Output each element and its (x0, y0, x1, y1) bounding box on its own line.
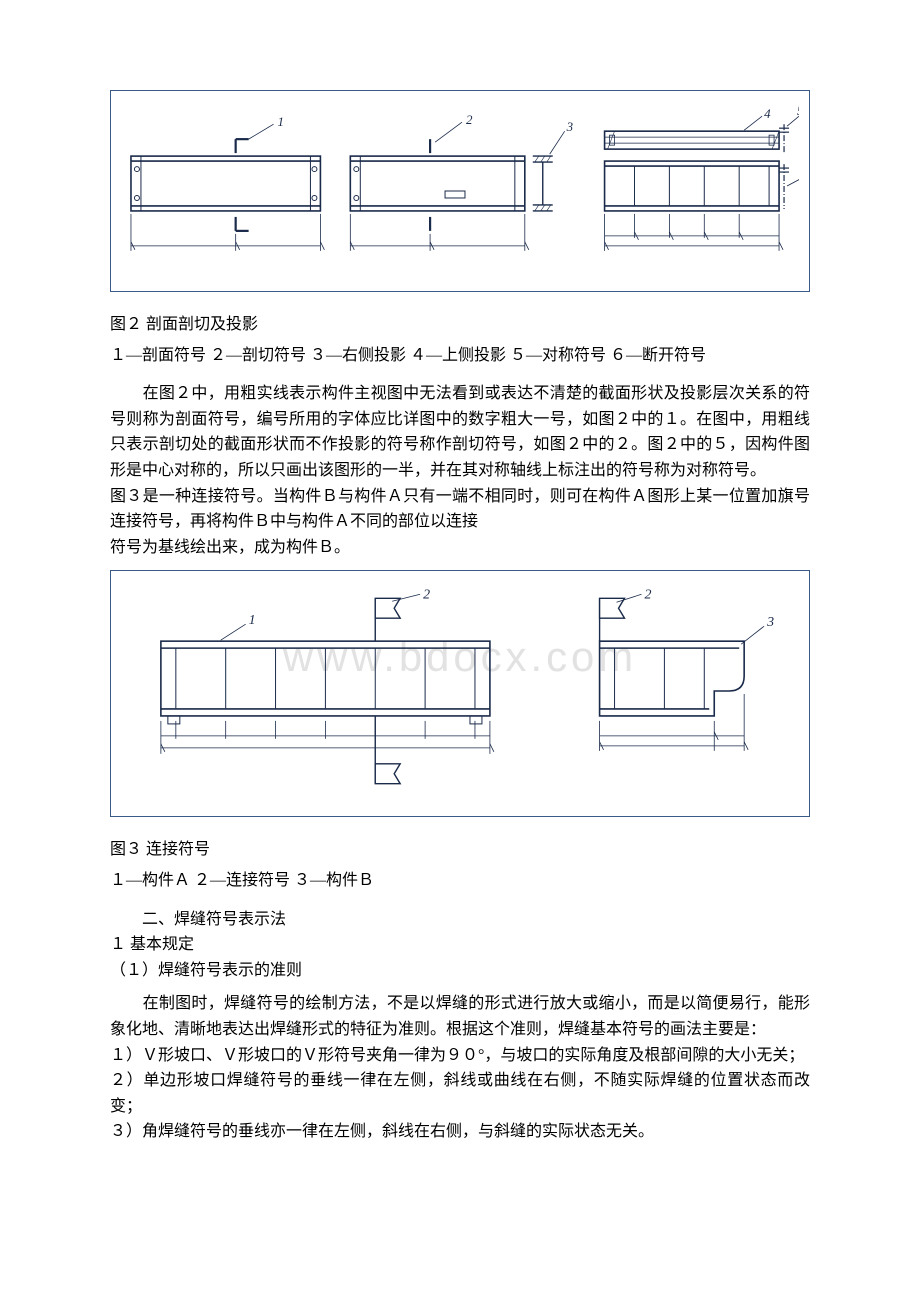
paragraph-6: ２）单边形坡口焊缝符号的垂线一律在左侧，斜线或曲线在右侧，不随实际焊缝的位置状态… (110, 1068, 810, 1119)
figure-3-legend: １—构件Ａ ２—连接符号 ３—构件Ｂ (110, 868, 810, 894)
figure-2-container: 1 (110, 90, 810, 292)
paragraph-7: ３）角焊缝符号的垂线亦一律在左侧，斜线在右侧，与斜缝的实际状态无关。 (110, 1119, 810, 1145)
figure-3-container: www.bdocx.com 1 (110, 570, 810, 817)
svg-text:5: 5 (797, 106, 799, 118)
svg-text:2: 2 (423, 588, 430, 603)
svg-text:4: 4 (764, 106, 771, 121)
section-2-item-1-1: （１）焊缝符号表示的准则 (110, 958, 810, 984)
section-2-title: 二、焊缝符号表示法 (110, 907, 810, 933)
svg-text:1: 1 (278, 114, 284, 129)
svg-text:2: 2 (466, 112, 473, 127)
svg-text:3: 3 (766, 616, 774, 631)
paragraph-3: 符号为基线绘出来，成为构件Ｂ。 (110, 535, 810, 561)
paragraph-4: 在制图时，焊缝符号的绘制方法，不是以焊缝的形式进行放大或缩小，而是以简便易行，能… (110, 991, 810, 1042)
paragraph-5: １）Ｖ形坡口、Ｖ形坡口的Ｖ形符号夹角一律为９０°，与坡口的实际角度及根部间隙的大… (110, 1043, 810, 1069)
svg-text:3: 3 (566, 119, 574, 134)
figure-2-svg: 1 (121, 106, 799, 276)
figure-2-title: 图２ 剖面剖切及投影 (110, 312, 810, 338)
watermark: www.bdocx.com (282, 633, 637, 680)
figure-3-svg: www.bdocx.com 1 (121, 586, 799, 801)
figure-2-legend: １—剖面符号 ２—剖切符号 ３—右侧投影 ４—上侧投影 ５—对称符号 ６—断开符… (110, 343, 810, 369)
svg-text:2: 2 (644, 588, 651, 603)
svg-text:1: 1 (249, 614, 256, 629)
figure-3-title: 图３ 连接符号 (110, 837, 810, 863)
paragraph-1: 在图２中，用粗实线表示构件主视图中无法看到或表达不清楚的截面形状及投影层次关系的… (110, 381, 810, 483)
paragraph-2: 图３是一种连接符号。当构件Ｂ与构件Ａ只有一端不相同时，则可在构件Ａ图形上某一位置… (110, 484, 810, 535)
section-2-item-1: １ 基本规定 (110, 932, 810, 958)
